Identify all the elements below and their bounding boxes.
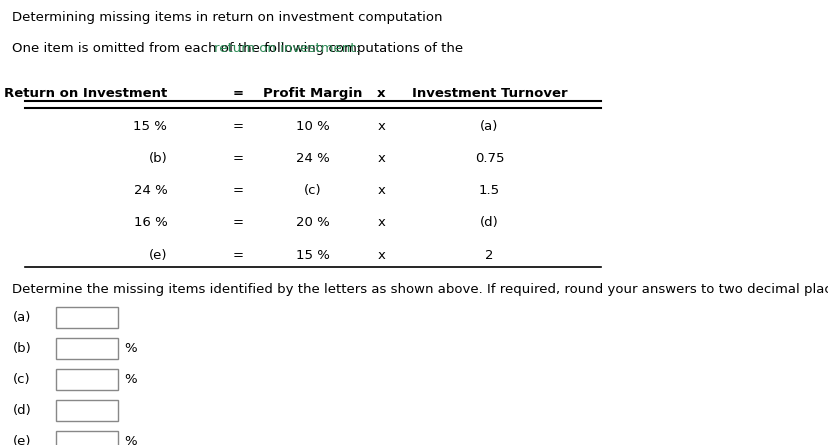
Text: 20 %: 20 %: [296, 216, 330, 230]
Text: Investment Turnover: Investment Turnover: [412, 87, 566, 100]
Text: (b): (b): [12, 342, 31, 355]
Text: (e): (e): [148, 249, 167, 262]
Text: =: =: [233, 249, 243, 262]
Text: 24 %: 24 %: [296, 152, 330, 165]
Text: (a): (a): [479, 120, 498, 133]
Text: 24 %: 24 %: [133, 184, 167, 197]
Text: (c): (c): [304, 184, 321, 197]
Text: (a): (a): [12, 311, 31, 324]
Text: x: x: [377, 152, 384, 165]
Bar: [55, 369, 118, 390]
Text: x: x: [377, 216, 384, 230]
Text: =: =: [233, 120, 243, 133]
Text: (d): (d): [12, 404, 31, 417]
Text: (b): (b): [148, 152, 167, 165]
Text: (d): (d): [479, 216, 498, 230]
Text: 16 %: 16 %: [133, 216, 167, 230]
Text: 2: 2: [484, 249, 493, 262]
Text: x: x: [377, 120, 384, 133]
Text: 0.75: 0.75: [474, 152, 503, 165]
Text: (e): (e): [12, 435, 31, 445]
Text: =: =: [233, 152, 243, 165]
Bar: [55, 431, 118, 445]
Bar: [55, 338, 118, 359]
Text: x: x: [377, 87, 385, 100]
Text: Profit Margin: Profit Margin: [263, 87, 362, 100]
Text: One item is omitted from each of the following computations of the: One item is omitted from each of the fol…: [12, 42, 467, 55]
Text: %: %: [123, 435, 137, 445]
Text: x: x: [377, 249, 384, 262]
Text: x: x: [377, 184, 384, 197]
Text: =: =: [233, 216, 243, 230]
Text: =: =: [233, 184, 243, 197]
Text: =: =: [233, 87, 243, 100]
Text: Determine the missing items identified by the letters as shown above. If require: Determine the missing items identified b…: [12, 283, 828, 296]
Text: %: %: [123, 342, 137, 355]
Text: (c): (c): [12, 373, 30, 386]
Text: %: %: [123, 373, 137, 386]
Text: 10 %: 10 %: [296, 120, 330, 133]
Bar: [55, 400, 118, 421]
Text: return on investment:: return on investment:: [214, 42, 359, 55]
Text: 15 %: 15 %: [133, 120, 167, 133]
Text: 1.5: 1.5: [479, 184, 499, 197]
Text: 15 %: 15 %: [296, 249, 330, 262]
Text: Return on Investment: Return on Investment: [4, 87, 167, 100]
Bar: [55, 307, 118, 328]
Text: Determining missing items in return on investment computation: Determining missing items in return on i…: [12, 12, 442, 24]
